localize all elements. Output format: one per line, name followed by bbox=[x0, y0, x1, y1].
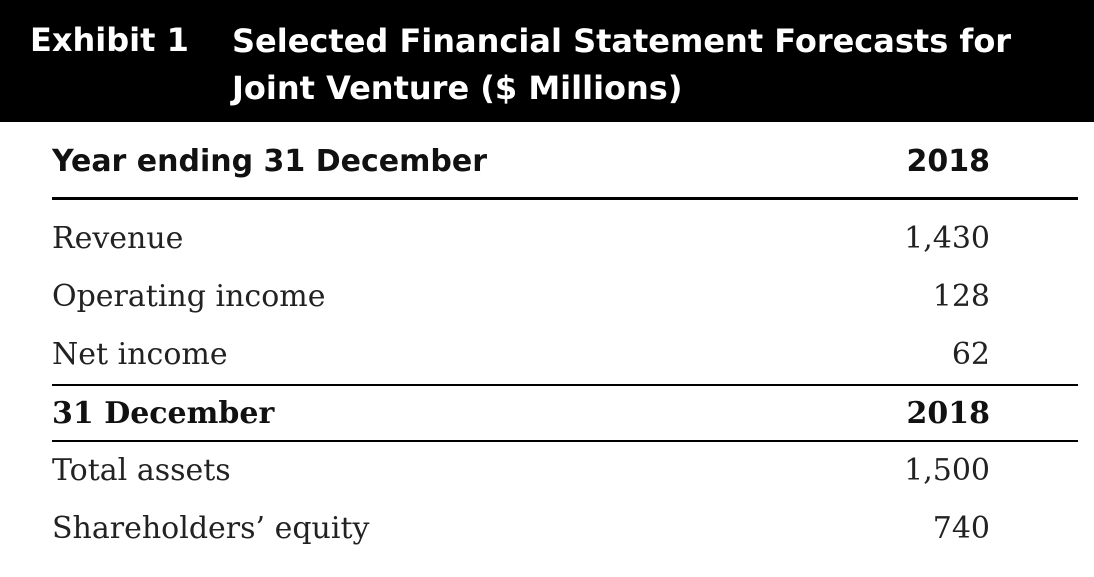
table-row: Shareholders’ equity 740 bbox=[52, 500, 1078, 558]
row-value: 128 bbox=[932, 279, 990, 314]
balance-header-label: 31 December bbox=[52, 396, 275, 431]
row-value: 1,500 bbox=[904, 453, 990, 488]
exhibit-label: Exhibit 1 bbox=[30, 21, 189, 59]
table-row: Total assets 1,500 bbox=[52, 442, 1078, 500]
income-header-row: Year ending 31 December 2018 bbox=[52, 122, 1078, 200]
row-label: Total assets bbox=[52, 453, 231, 488]
row-value: 62 bbox=[951, 337, 990, 372]
row-label: Operating income bbox=[52, 279, 326, 314]
income-header-label: Year ending 31 December bbox=[52, 144, 487, 179]
row-value: 740 bbox=[932, 511, 990, 546]
row-value: 1,430 bbox=[904, 221, 990, 256]
table-row: Revenue 1,430 bbox=[52, 210, 1078, 268]
table-row: Net income 62 bbox=[52, 326, 1078, 384]
row-label: Revenue bbox=[52, 221, 184, 256]
balance-header-year: 2018 bbox=[906, 396, 991, 431]
exhibit-header: Exhibit 1 Selected Financial Statement F… bbox=[0, 0, 1094, 122]
row-label: Net income bbox=[52, 337, 228, 372]
balance-header-row: 31 December 2018 bbox=[52, 384, 1078, 442]
table-spacer bbox=[52, 200, 1078, 210]
exhibit-title: Selected Financial Statement Forecasts f… bbox=[232, 22, 1012, 107]
table-row: Operating income 128 bbox=[52, 268, 1078, 326]
income-header-year: 2018 bbox=[906, 144, 991, 179]
financial-table: Year ending 31 December 2018 Revenue 1,4… bbox=[52, 122, 1078, 558]
row-label: Shareholders’ equity bbox=[52, 511, 370, 546]
